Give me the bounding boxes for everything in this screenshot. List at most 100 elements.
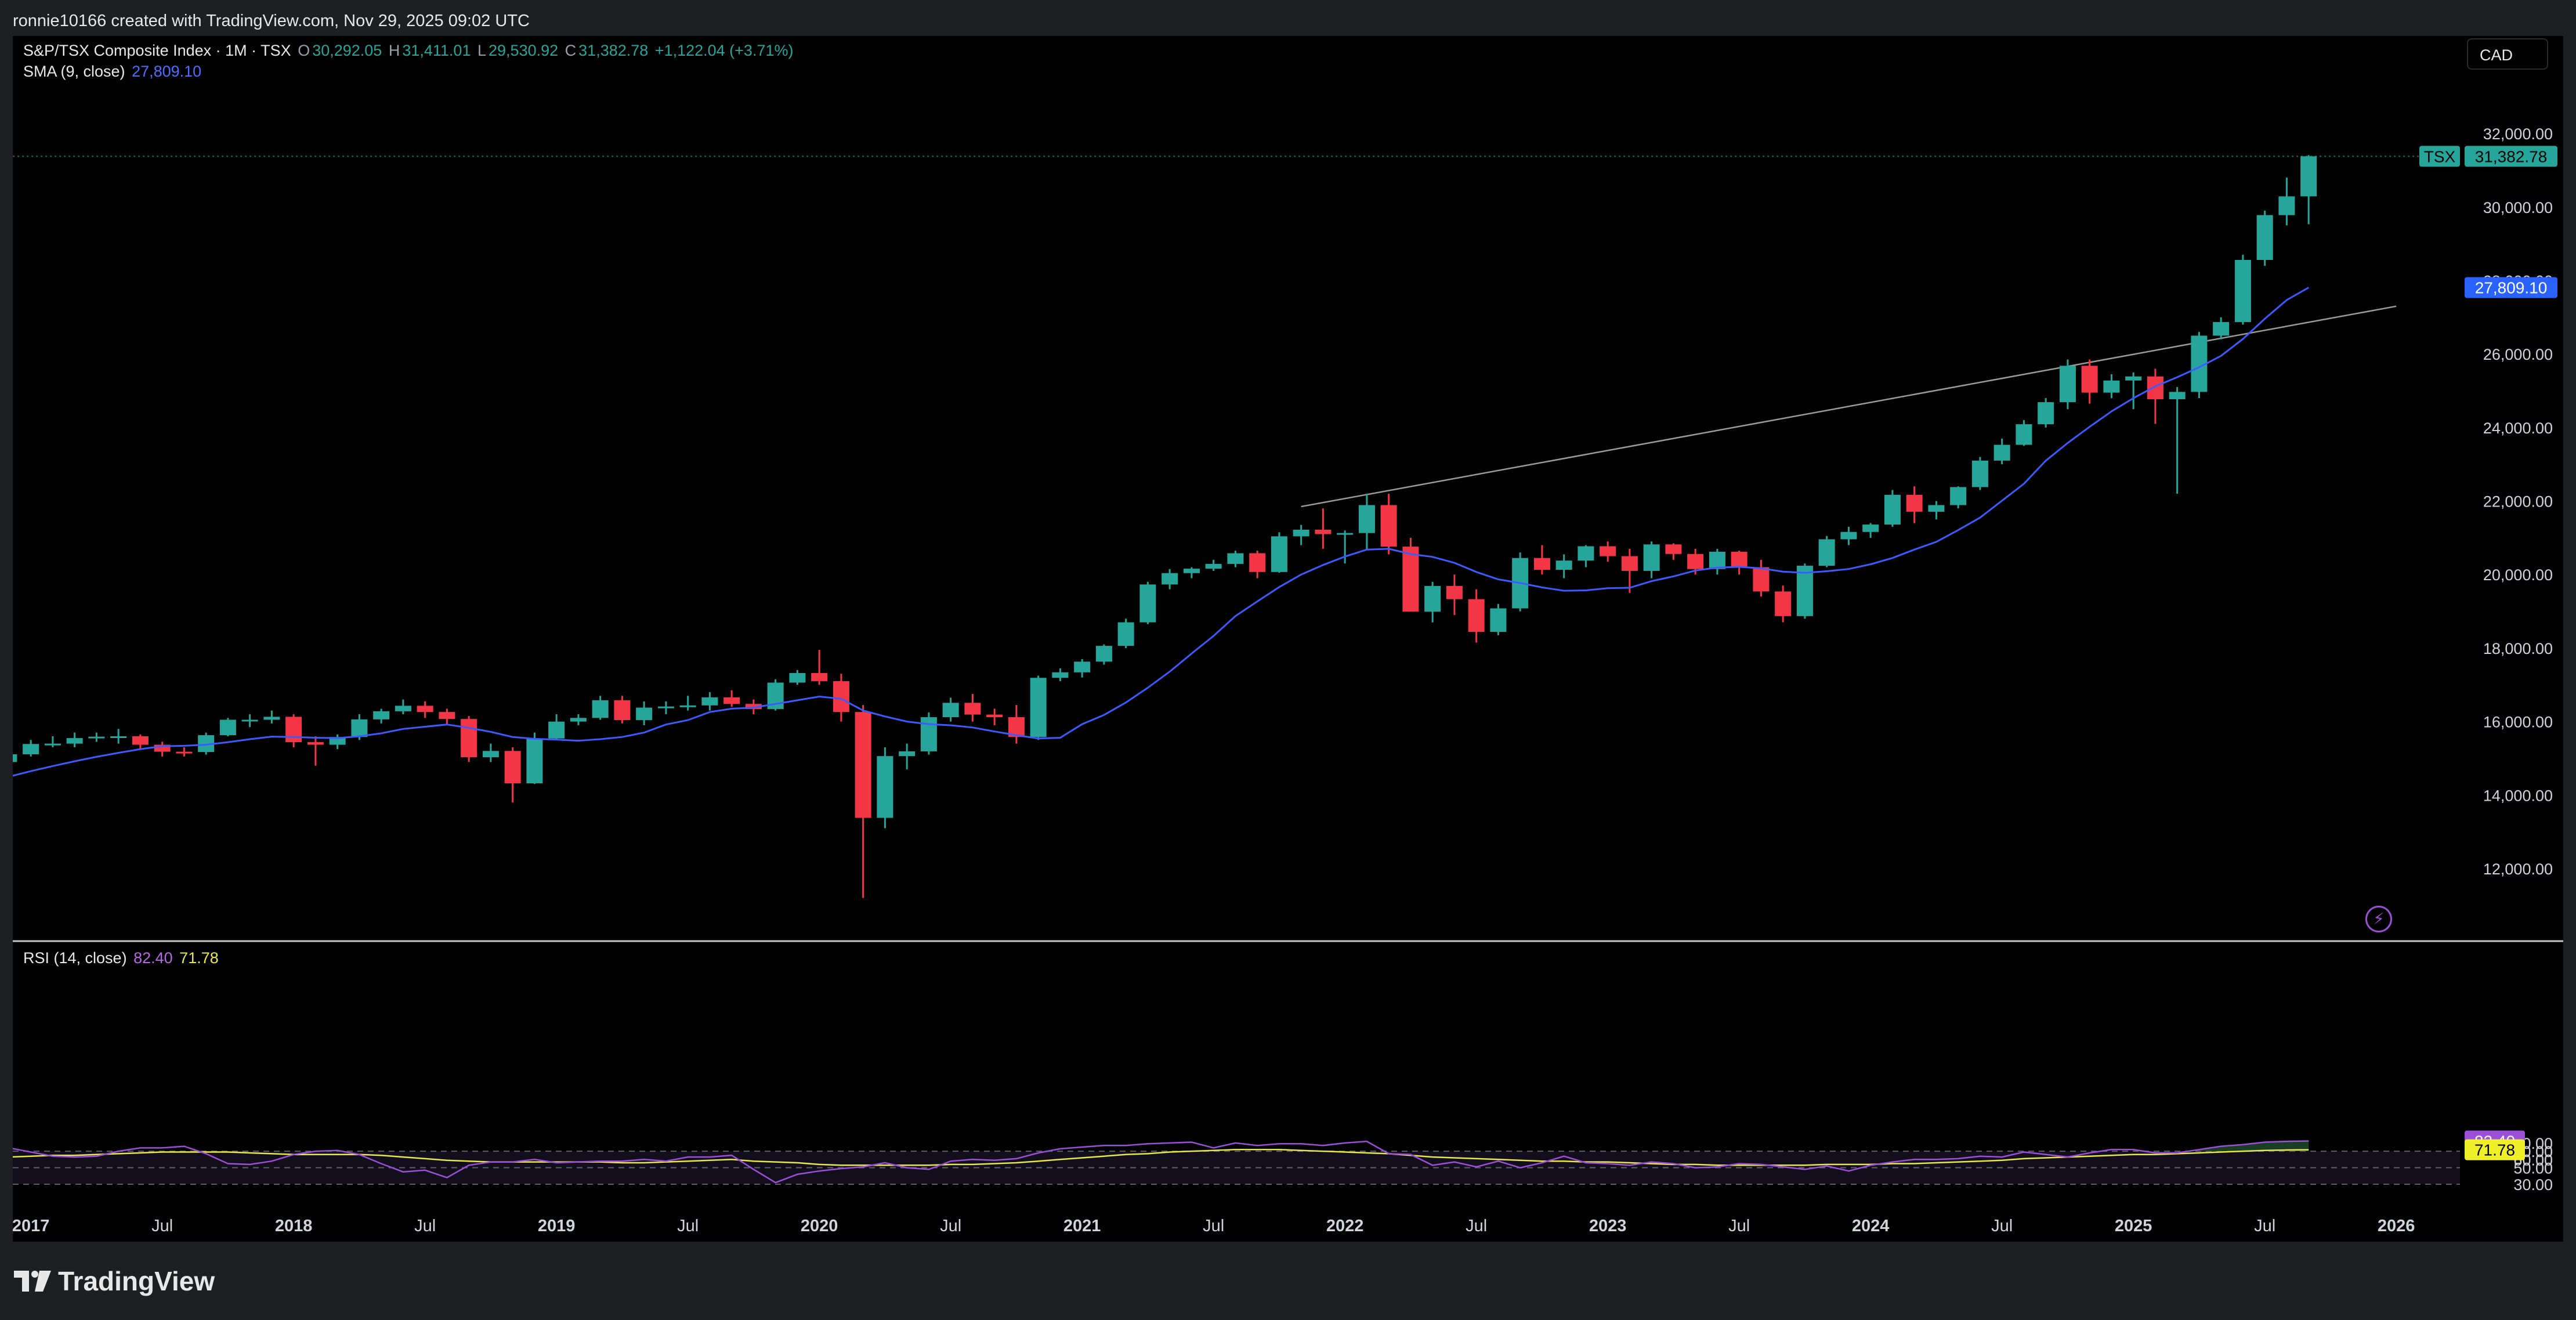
candle-body [723, 697, 740, 704]
last-price-badge-box [2465, 146, 2557, 167]
price-tick-label: 22,000.00 [2483, 493, 2553, 511]
candle-body [1380, 505, 1397, 547]
candle-body [176, 751, 193, 754]
candle-body [395, 706, 411, 711]
change-value: +1,122.04 (+3.71%) [654, 42, 794, 59]
candle-body [1249, 553, 1266, 572]
candle-body [2125, 376, 2142, 381]
sma-legend: SMA (9, close) 27,809.10 [23, 63, 204, 81]
candle-body [1446, 585, 1463, 599]
rsi-tick-label: 30.00 [2513, 1176, 2553, 1194]
candle-body [241, 719, 258, 722]
candle-body [2234, 260, 2251, 323]
candle-body [1139, 584, 1156, 623]
candle-body [1468, 599, 1485, 632]
candle-body [285, 717, 302, 743]
candle-body [1578, 546, 1594, 561]
candle-body [1402, 547, 1419, 612]
high-value: 31,411.01 [402, 42, 471, 59]
candle-body [1030, 678, 1047, 737]
candle-body [942, 703, 959, 718]
candle-body [219, 719, 236, 736]
candle-body [1993, 444, 2010, 461]
candle-body [2103, 380, 2120, 393]
price-tick-label: 14,000.00 [2483, 787, 2553, 804]
candle-body [1753, 567, 1770, 592]
open-label: O [298, 42, 310, 59]
candle-body [88, 736, 105, 739]
candle-body [373, 711, 390, 719]
candle-body [1950, 487, 1967, 505]
candle-body [1533, 558, 1550, 570]
time-tick-label: 2022 [1326, 1217, 1364, 1235]
time-tick-label: Jul [414, 1217, 436, 1235]
brand-name: TradingView [58, 1266, 215, 1296]
sma-label: SMA (9, close) [23, 63, 125, 80]
rsi-ma-line [13, 1149, 2309, 1166]
candle-body [833, 681, 849, 713]
candle-body [1884, 494, 1901, 525]
candle-body [855, 712, 871, 818]
candle-body [1643, 544, 1660, 571]
time-tick-label: Jul [151, 1217, 173, 1235]
candle-body [2059, 366, 2076, 403]
time-tick-label: 2026 [2378, 1217, 2415, 1235]
rsi-tick-label: 50.00 [2513, 1160, 2553, 1177]
candle-body [570, 718, 587, 722]
chart-canvas[interactable]: 12,000.00 14,000.00 16,000.00 18,000.00 20,0… [13, 36, 2563, 1242]
candle-body [329, 737, 346, 745]
time-tick-label: 2023 [1589, 1217, 1627, 1235]
candle-body [1271, 536, 1287, 572]
candle-body [1709, 551, 1725, 569]
candle-body [1775, 591, 1792, 616]
candle-body [263, 717, 280, 720]
time-tick-label: Jul [1728, 1217, 1750, 1235]
rsi-ma-badge: 71.78 [2474, 1141, 2515, 1159]
candle-body [2038, 402, 2054, 425]
currency-button[interactable]: CAD [2467, 38, 2548, 70]
candle-body [745, 704, 762, 710]
candle-body [351, 719, 368, 737]
rsi-ma-badge-box [2465, 1139, 2525, 1160]
close-label: C [565, 42, 577, 59]
candle-body [1315, 529, 1332, 534]
candle-body [811, 673, 828, 681]
candle-body [899, 751, 916, 757]
time-tick-label: 2024 [1852, 1217, 1890, 1235]
candle-body [110, 736, 127, 738]
price-tick-label: 24,000.00 [2483, 419, 2553, 437]
candle-body [526, 738, 543, 784]
lightning-icon[interactable]: ⚡ [2365, 906, 2392, 932]
time-tick-label: Jul [2254, 1217, 2275, 1235]
candle-body [1183, 569, 1200, 573]
candle-body [504, 751, 521, 784]
close-value: 31,382.78 [578, 42, 649, 59]
candle-body [2256, 215, 2273, 261]
time-tick-label: Jul [1203, 1217, 1224, 1235]
chart-frame[interactable]: 12,000.00 14,000.00 16,000.00 18,000.00 20,0… [13, 36, 2563, 1242]
candle-body [636, 707, 653, 721]
trend-line [1301, 305, 2397, 508]
candle-body [1227, 553, 1244, 564]
price-tick-label: 16,000.00 [2483, 714, 2553, 731]
candle-body [701, 697, 718, 706]
candle-body [1117, 622, 1134, 646]
candle-body [1665, 544, 1682, 554]
candle-body [2147, 376, 2163, 400]
candle-body [789, 673, 806, 683]
candle-body [439, 712, 455, 719]
sma-price-badge-box [2465, 277, 2557, 298]
candle-body [1205, 563, 1222, 569]
time-tick-label: Jul [1466, 1217, 1487, 1235]
candle-body [1337, 533, 1354, 535]
price-tick-label: 26,000.00 [2483, 346, 2553, 363]
candle-body [44, 743, 61, 746]
candle-body [614, 700, 631, 721]
candle-body [307, 742, 324, 745]
candle-body [482, 751, 499, 758]
price-tick-label: 32,000.00 [2483, 125, 2553, 143]
low-label: L [477, 42, 487, 59]
price-tick-label: 20,000.00 [2483, 566, 2553, 584]
tradingview-logo[interactable]: TradingView [14, 1264, 215, 1299]
candle-body [1928, 505, 1945, 512]
